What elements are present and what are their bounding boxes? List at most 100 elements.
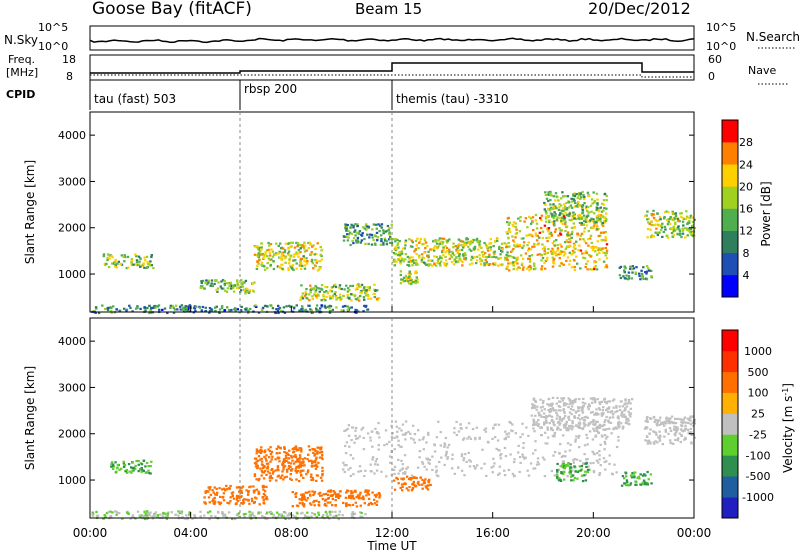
velocity-cell (607, 421, 611, 424)
power-cell (398, 255, 402, 258)
velocity-cell (569, 427, 572, 430)
power-cell (489, 242, 493, 245)
power-cell (114, 258, 117, 261)
power-cell (638, 274, 641, 278)
power-cell (589, 268, 592, 271)
velocity-cell (137, 470, 140, 473)
velocity-cell (519, 461, 522, 464)
colorbar-swatch (722, 164, 738, 187)
velocity-cell (292, 462, 296, 465)
velocity-cell (247, 490, 250, 493)
velocity-cell (556, 470, 559, 473)
velocity-cell (581, 427, 585, 430)
velocity-cell (235, 502, 238, 505)
power-cell (408, 257, 411, 260)
velocity-cell (393, 488, 397, 491)
power-cell (333, 292, 336, 296)
power-cell (684, 227, 687, 230)
power-cell (349, 293, 353, 296)
velocity-cell (180, 512, 183, 515)
power-cell (184, 305, 187, 308)
velocity-cell (575, 424, 578, 427)
velocity-cell (322, 514, 325, 517)
velocity-cell (120, 467, 123, 470)
velocity-cell (300, 493, 303, 496)
velocity-cell (299, 465, 302, 468)
power-cell (411, 256, 414, 259)
velocity-cell (543, 421, 546, 424)
power-cell (559, 233, 563, 236)
power-cell (322, 293, 325, 297)
power-cell (567, 241, 570, 244)
power-cell (539, 217, 542, 220)
power-cell (681, 232, 685, 235)
velocity-cell (550, 428, 553, 431)
power-cell (247, 291, 251, 294)
power-cell (443, 264, 447, 267)
velocity-cell (406, 466, 409, 469)
power-cell (676, 232, 679, 235)
velocity-cell (310, 473, 313, 476)
power-cell (488, 242, 491, 245)
velocity-cell (292, 451, 295, 454)
power-cell (229, 284, 232, 287)
time-xlabel: Time UT (366, 539, 417, 553)
power-cell (565, 201, 568, 204)
velocity-cell (611, 473, 614, 476)
velocity-cell (556, 426, 559, 429)
power-cell (646, 210, 649, 213)
power-cell (576, 262, 579, 265)
velocity-cell (299, 462, 302, 465)
velocity-cell (204, 502, 207, 505)
power-cell (672, 225, 675, 228)
velocity-cell (682, 418, 685, 421)
velocity-cell (378, 436, 381, 439)
power-cell (485, 261, 489, 264)
power-cell (123, 260, 126, 263)
velocity-cell (617, 420, 621, 423)
power-cell (303, 259, 306, 263)
velocity-cell (342, 468, 345, 471)
power-cell (398, 240, 401, 243)
velocity-cell (570, 405, 574, 408)
power-cell (559, 250, 563, 253)
power-cell (578, 244, 581, 247)
velocity-cell (652, 415, 656, 419)
velocity-cell (374, 460, 378, 463)
velocity-cell (537, 423, 540, 426)
velocity-cell (420, 483, 424, 486)
velocity-cell (562, 404, 566, 407)
velocity-cell (312, 451, 315, 454)
freq-right-tick-bottom: 0 (708, 70, 715, 83)
velocity-cell (400, 468, 403, 471)
velocity-cell (148, 514, 151, 517)
power-cell (118, 309, 122, 312)
power-cell (460, 259, 463, 262)
power-cell (302, 255, 305, 258)
power-cell (119, 263, 122, 266)
velocity-cell (513, 458, 516, 461)
velocity-cell (679, 440, 682, 444)
power-cell (304, 293, 308, 296)
velocity-cell (544, 431, 547, 434)
power-cell (446, 239, 449, 242)
power-cell (566, 256, 570, 259)
velocity-cell (630, 398, 634, 401)
velocity-cell (592, 452, 596, 455)
power-cell (469, 240, 472, 243)
power-cell (364, 224, 368, 227)
power-cell (355, 239, 358, 242)
power-cell (375, 227, 378, 230)
power-cell (580, 223, 583, 226)
power-cell (150, 255, 153, 259)
velocity-cell (127, 463, 131, 466)
power-cell (646, 228, 650, 231)
y-tick-label: 3000 (58, 175, 86, 188)
velocity-cell (344, 452, 348, 455)
power-cell (137, 255, 141, 258)
power-cell (104, 307, 107, 311)
power-cell (312, 244, 315, 247)
power-cell (675, 228, 679, 231)
velocity-cell (543, 475, 547, 478)
power-cell (591, 220, 595, 223)
